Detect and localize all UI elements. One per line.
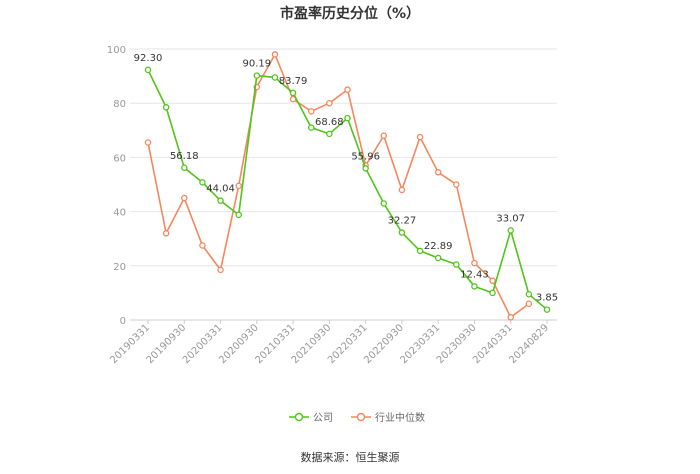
data-point (181, 164, 188, 172)
data-point (326, 130, 333, 138)
data-point (398, 229, 406, 236)
data-point (144, 139, 152, 146)
data-label: 22.89 (424, 241, 453, 252)
data-label: 92.30 (134, 53, 163, 64)
data-point (181, 194, 188, 202)
y-tick-label: 100 (107, 45, 126, 56)
data-point (416, 133, 424, 141)
y-tick-label: 0 (120, 316, 126, 327)
data-point (507, 227, 514, 234)
data-point (307, 124, 315, 131)
data-point (144, 66, 152, 74)
data-point (453, 181, 460, 188)
data-point (416, 247, 424, 255)
data-label: 90.19 (242, 59, 271, 70)
data-point (489, 289, 496, 297)
data-point (471, 283, 478, 290)
legend-label: 行业中位数 (375, 411, 425, 424)
data-point (326, 99, 333, 107)
data-point (380, 132, 388, 139)
legend-marker (356, 412, 366, 422)
data-point (507, 314, 514, 321)
data-point (271, 74, 279, 81)
y-tick-label: 80 (113, 99, 126, 110)
data-label: 68.68 (315, 117, 344, 128)
data-point (380, 200, 388, 207)
data-point (362, 165, 369, 172)
data-label: 12.43 (460, 269, 489, 280)
x-tick-label: 20240829 (507, 322, 551, 366)
legend-item-0[interactable]: 公司 (289, 412, 333, 424)
data-point (525, 300, 533, 307)
data-point (434, 254, 442, 262)
data-point (307, 108, 315, 115)
legend-label: 公司 (313, 413, 333, 424)
data-point (398, 186, 406, 194)
data-point (162, 104, 170, 111)
chart-title: 市盈率历史分位（%） (280, 5, 420, 22)
data-point (471, 259, 478, 267)
data-point (199, 242, 206, 249)
data-point (525, 291, 533, 298)
data-point (235, 211, 242, 219)
data-point (271, 51, 279, 58)
data-point (344, 86, 351, 93)
data-point (489, 277, 496, 284)
series-group: 92.30 56.18 44.04 90.19 83.79 68.68 55.96 32.27… (134, 51, 558, 321)
x-axis: 2019033120190930202003312020093020210331… (108, 319, 557, 366)
data-point (217, 197, 224, 204)
data-point (434, 169, 442, 176)
data-point (217, 266, 224, 274)
y-tick-label: 40 (113, 208, 126, 219)
data-point (543, 306, 551, 313)
source-text: 数据来源：恒生聚源 (301, 450, 400, 464)
series-line-1 (147, 53, 530, 319)
data-label: 33.07 (496, 213, 525, 224)
data-point (162, 230, 170, 237)
legend-item-1[interactable]: 行业中位数 (351, 411, 425, 424)
legend-marker (294, 412, 304, 422)
y-axis: 0 20 40 60 80 100 (107, 45, 126, 327)
data-label: 3.85 (536, 293, 558, 304)
y-tick-label: 20 (113, 262, 126, 273)
data-point (199, 179, 206, 186)
legend[interactable]: 公司 行业中位数 (289, 411, 425, 424)
data-point (289, 89, 297, 97)
data-point (453, 261, 460, 268)
data-label: 55.96 (351, 151, 380, 162)
data-point (344, 114, 351, 122)
data-label: 83.79 (279, 76, 308, 87)
data-label: 56.18 (170, 151, 199, 162)
data-point (253, 72, 261, 79)
data-label: 32.27 (388, 216, 417, 227)
y-tick-label: 60 (113, 153, 126, 164)
data-point (235, 182, 242, 190)
data-label: 44.04 (206, 184, 235, 195)
